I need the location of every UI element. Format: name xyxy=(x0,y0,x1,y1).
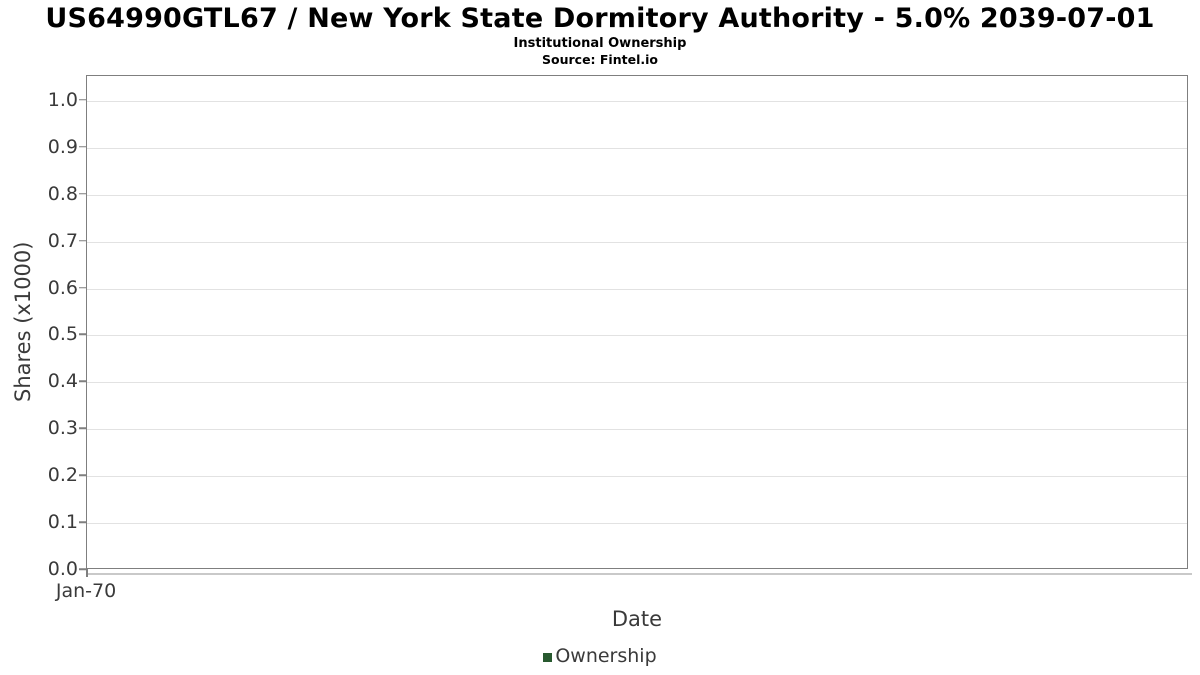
chart-subtitle: Institutional Ownership xyxy=(513,36,687,51)
y-tick-label: 0.8 xyxy=(47,182,78,205)
gridline xyxy=(87,100,1187,102)
y-tick-label: 0.2 xyxy=(47,464,78,487)
y-tick-mark xyxy=(79,380,86,383)
gridline xyxy=(87,288,1187,290)
legend-swatch-ownership xyxy=(543,652,553,662)
y-tick-label: 0.5 xyxy=(47,323,78,346)
y-tick-label: 0.1 xyxy=(47,511,78,534)
y-tick-label: 0.6 xyxy=(47,276,78,299)
y-tick-label: 0.0 xyxy=(47,558,78,580)
gridline xyxy=(87,429,1187,431)
y-tick-mark xyxy=(79,239,86,242)
legend: Ownership xyxy=(0,645,1200,667)
gridline xyxy=(87,241,1187,243)
gridline xyxy=(87,194,1187,196)
chart-source-caption: Source: Fintel.io xyxy=(542,52,658,67)
x-axis-line xyxy=(86,573,1192,575)
x-axis-label: Date xyxy=(611,607,663,631)
legend-label-ownership: Ownership xyxy=(555,645,657,667)
chart-title: US64990GTL67 / New York State Dormitory … xyxy=(45,3,1155,34)
gridline xyxy=(87,335,1187,337)
gridline xyxy=(87,382,1187,384)
y-tick-label: 0.4 xyxy=(47,370,78,393)
y-tick-label: 0.9 xyxy=(47,135,78,158)
y-tick-mark xyxy=(79,192,86,195)
gridline xyxy=(87,476,1187,478)
y-tick-mark xyxy=(79,474,86,476)
y-tick-mark xyxy=(79,521,86,523)
gridline xyxy=(87,523,1187,525)
y-tick-label: 0.7 xyxy=(47,229,78,252)
y-tick-mark xyxy=(79,99,86,101)
y-tick-mark xyxy=(79,427,86,429)
gridline xyxy=(87,147,1187,149)
y-tick-mark xyxy=(79,333,86,336)
y-tick-mark xyxy=(79,286,86,289)
y-tick-label: 0.3 xyxy=(47,417,78,440)
y-tick-mark xyxy=(79,146,86,148)
y-tick-label: 1.0 xyxy=(47,88,78,111)
plot-area xyxy=(86,75,1188,569)
y-tick-mark xyxy=(79,568,86,570)
x-tick-mark xyxy=(86,569,88,577)
x-tick-label: Jan-70 xyxy=(55,580,117,602)
